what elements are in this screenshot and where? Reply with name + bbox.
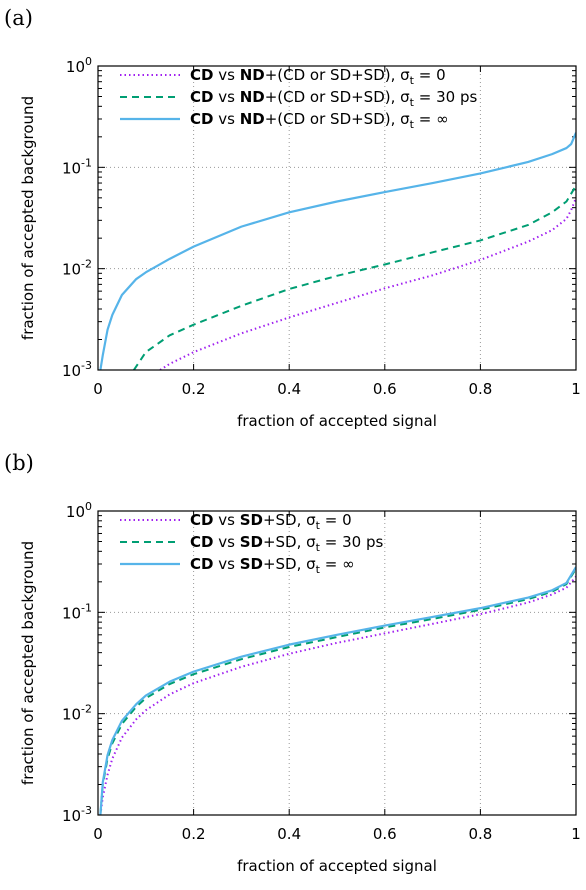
y-tick-label: 10-2 <box>62 703 92 724</box>
series-line-2 <box>99 566 576 815</box>
legend-label-2: CD vs ND+(CD or SD+SD), σt = ∞ <box>190 110 449 131</box>
x-axis-title: fraction of accepted signal <box>237 857 437 875</box>
panel-b-label: (b) <box>4 451 34 475</box>
x-tick-label: 0.6 <box>373 825 397 843</box>
y-axis-title: fraction of accepted background <box>19 541 37 785</box>
legend-label-0: CD vs ND+(CD or SD+SD), σt = 0 <box>190 66 446 87</box>
legend: CD vs ND+(CD or SD+SD), σt = 0CD vs ND+(… <box>120 66 477 131</box>
series-line-1 <box>99 568 576 815</box>
series-group <box>99 132 576 370</box>
grid <box>98 66 576 370</box>
chart-panel-a: 0 0.2 0.4 0.6 0.8 1 100 10-1 10-2 10-3 fraction of… <box>4 6 581 430</box>
y-tick-label: 10-2 <box>62 258 92 279</box>
x-axis-title: fraction of accepted signal <box>237 412 437 430</box>
y-tick-label: 10-3 <box>62 359 92 380</box>
y-tick-label: 10-3 <box>62 804 92 825</box>
y-tick-label: 100 <box>66 500 92 521</box>
x-tick-label: 0.8 <box>468 380 492 398</box>
y-tick-label: 10-1 <box>62 156 92 177</box>
y-axis-title: fraction of accepted background <box>19 96 37 340</box>
x-tick-label: 0 <box>93 380 103 398</box>
y-tick-label: 10-1 <box>62 601 92 622</box>
chart-panel-b: 0 0.2 0.4 0.6 0.8 1 100 10-1 10-2 10-3 fraction of… <box>0 445 586 890</box>
legend: CD vs SD+SD, σt = 0CD vs SD+SD, σt = 30 … <box>120 511 383 576</box>
legend-label-1: CD vs ND+(CD or SD+SD), σt = 30 ps <box>190 88 477 109</box>
x-tick-label: 0.8 <box>468 825 492 843</box>
x-tick-label: 0.2 <box>182 380 206 398</box>
chart-b-svg: 0 0.2 0.4 0.6 0.8 1 100 10-1 10-2 10-3 fraction of… <box>19 500 581 875</box>
y-tick-label: 100 <box>66 55 92 76</box>
grid <box>98 511 576 815</box>
plot-frame <box>97 65 577 371</box>
legend-label-2: CD vs SD+SD, σt = ∞ <box>190 555 355 576</box>
legend-label-1: CD vs SD+SD, σt = 30 ps <box>190 533 383 554</box>
x-tick-label: 1 <box>571 380 581 398</box>
chart-a-svg: 0 0.2 0.4 0.6 0.8 1 100 10-1 10-2 10-3 fraction of… <box>19 55 581 430</box>
x-tick-label: 0.2 <box>182 825 206 843</box>
series-line-2 <box>99 132 576 370</box>
x-tick-label: 0 <box>93 825 103 843</box>
panel-a-label: (a) <box>4 6 33 30</box>
x-tick-label: 1 <box>571 825 581 843</box>
plot-frame <box>97 510 577 816</box>
legend-label-0: CD vs SD+SD, σt = 0 <box>190 511 352 532</box>
x-tick-label: 0.4 <box>277 825 301 843</box>
series-line-0 <box>159 197 576 370</box>
series-line-1 <box>133 185 576 370</box>
x-tick-label: 0.6 <box>373 380 397 398</box>
series-group <box>99 566 576 815</box>
x-tick-label: 0.4 <box>277 380 301 398</box>
